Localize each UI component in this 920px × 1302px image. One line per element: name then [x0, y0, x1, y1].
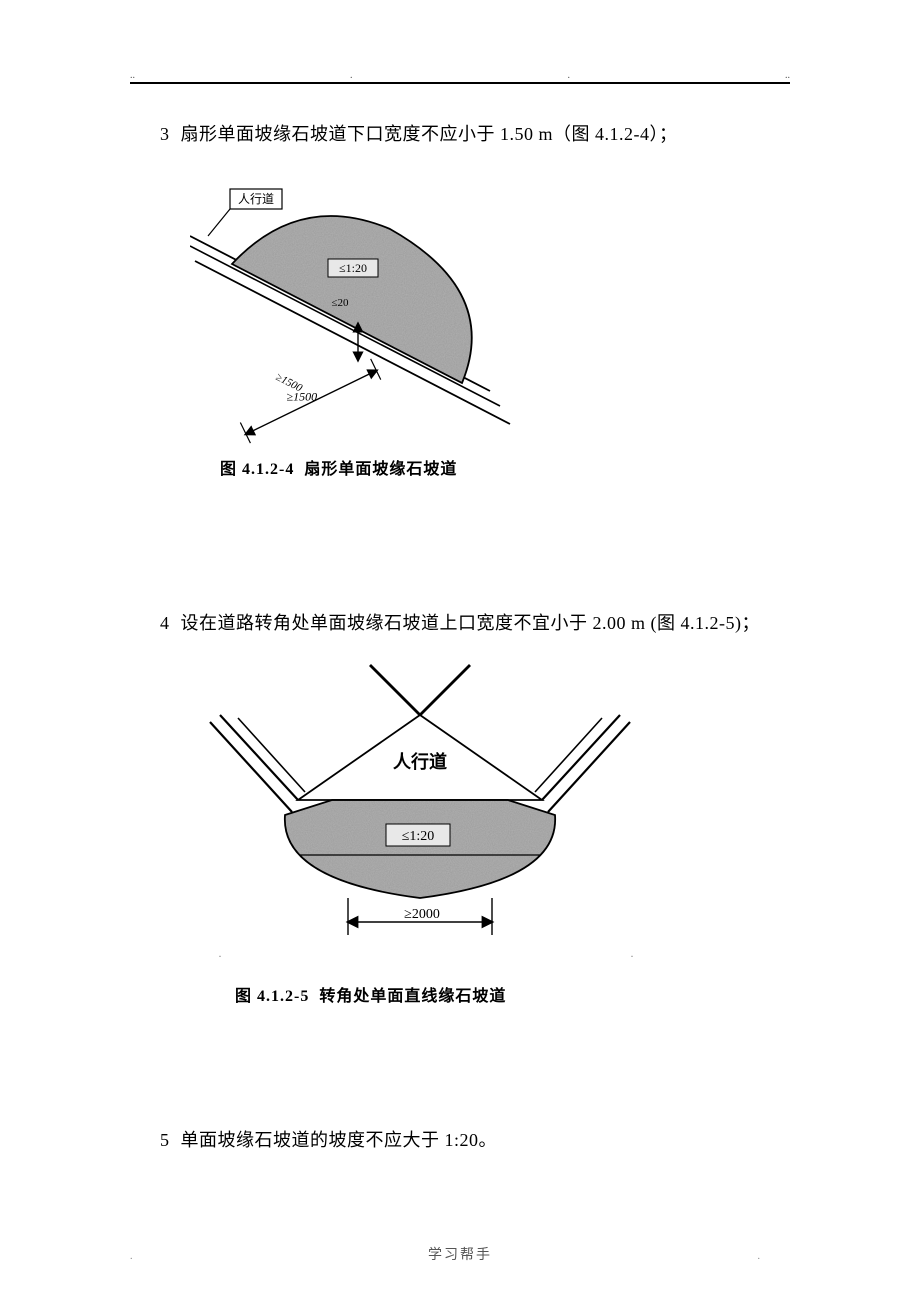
figure-4-svg: 人行道 ≤1:20 ≤20 — [190, 171, 520, 451]
para-num-4: 4 — [160, 613, 170, 633]
width-annotation: ≥1500 — [236, 350, 381, 443]
para-text-4: 设在道路转角处单面坡缘石坡道上口宽度不宜小于 2.00 m (图 4.1.2-5… — [181, 613, 760, 633]
figure-4-caption: 图 4.1.2-4 扇形单面坡缘石坡道 — [220, 455, 790, 479]
sidewalk-label: 人行道 — [238, 192, 274, 206]
figure-5-svg: 人行道 ≤1:20 ≥2000 — [180, 660, 660, 980]
figure-4-caption-title: 扇形单面坡缘石坡道 — [304, 461, 457, 478]
slope-ratio-annotation-5: ≤1:20 — [386, 824, 450, 846]
sidewalk-label-box: 人行道 — [208, 189, 282, 236]
para-num-3: 3 — [160, 124, 170, 144]
paragraph-5: 5 单面坡缘石坡道的坡度不应大于 1:20。 — [160, 1126, 790, 1152]
height-label: ≤20 — [331, 297, 349, 309]
sidewalk-label-5: 人行道 — [393, 751, 447, 772]
width-label-5: ≥2000 — [404, 907, 440, 922]
paragraph-4: 4 设在道路转角处单面坡缘石坡道上口宽度不宜小于 2.00 m (图 4.1.2… — [160, 609, 790, 635]
width-annotation-5: ≥2000 — [348, 898, 492, 935]
figure-4-1-2-5: 人行道 ≤1:20 ≥2000 — [180, 660, 790, 1006]
slope-ratio-label: ≤1:20 — [339, 261, 367, 275]
fig5-tick-r: · — [630, 949, 634, 963]
ramp-area — [285, 800, 555, 898]
figure-4-caption-num: 图 4.1.2-4 — [220, 461, 294, 478]
fig5-tick: · — [218, 949, 222, 963]
slope-ratio-annotation: ≤1:20 — [328, 259, 378, 277]
para-num-5: 5 — [160, 1130, 170, 1150]
width-label: ≥1500 — [287, 389, 318, 403]
figure-5-caption-title: 转角处单面直线缘石坡道 — [319, 988, 506, 1005]
figure-4-1-2-4: 人行道 ≤1:20 ≤20 — [190, 171, 790, 479]
footer-dot-right: . — [758, 1251, 761, 1262]
v-corner — [370, 665, 470, 715]
page-content: 3 扇形单面坡缘石坡道下口宽度不应小于 1.50 m（图 4.1.2-4）； — [0, 0, 920, 1217]
para-text-5: 单面坡缘石坡道的坡度不应大于 1:20。 — [181, 1130, 498, 1150]
slope-ratio-label-5: ≤1:20 — [402, 829, 435, 844]
para-text-3: 扇形单面坡缘石坡道下口宽度不应小于 1.50 m（图 4.1.2-4）； — [181, 124, 678, 144]
sidewalk-area: 人行道 — [238, 715, 602, 800]
page-footer: 学习帮手 — [0, 1244, 920, 1264]
figure-5-caption-num: 图 4.1.2-5 — [235, 988, 309, 1005]
figure-5-caption: 图 4.1.2-5 转角处单面直线缘石坡道 — [235, 982, 790, 1006]
svg-text:≥1500: ≥1500 — [287, 389, 318, 403]
paragraph-3: 3 扇形单面坡缘石坡道下口宽度不应小于 1.50 m（图 4.1.2-4）； — [160, 120, 790, 146]
